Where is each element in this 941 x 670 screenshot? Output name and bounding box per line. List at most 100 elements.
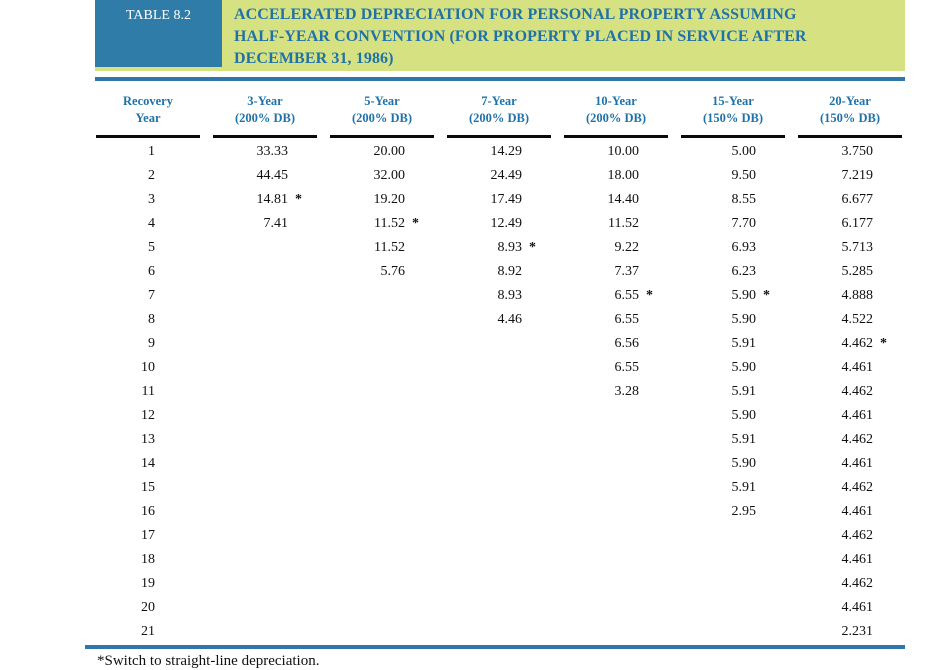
value-cell — [213, 284, 317, 308]
value-cell — [330, 332, 434, 356]
switch-marker — [756, 380, 785, 404]
column-header: 20-Year (150% DB) — [798, 91, 902, 138]
recovery-year-cell: 21 — [141, 624, 155, 639]
depreciation-table: TABLE 8.2 ACCELERATED DEPRECIATION FOR P… — [85, 0, 905, 670]
depreciation-value — [681, 572, 756, 596]
depreciation-value — [213, 308, 288, 332]
value-cell: 4.522 — [798, 308, 902, 332]
column-header: 15-Year (150% DB) — [681, 91, 785, 138]
table-row: 3 14.81 * 19.20 17.49 14.40 8.55 6.677 — [96, 188, 902, 212]
depreciation-value: 8.93 — [497, 240, 523, 255]
switch-marker: * — [880, 336, 887, 351]
recovery-year-cell: 9 — [148, 336, 155, 351]
switch-marker — [873, 380, 902, 404]
depreciation-value: 6.93 — [731, 240, 757, 255]
value-cell: 7.41 — [213, 212, 317, 236]
switch-marker — [756, 260, 785, 284]
value-cell — [681, 620, 785, 644]
value-cell: 4.462 * — [798, 332, 902, 356]
column-header: 5-Year (200% DB) — [330, 91, 434, 138]
switch-marker — [756, 596, 785, 620]
switch-marker — [288, 428, 317, 452]
switch-marker — [639, 548, 668, 572]
value-cell — [447, 572, 551, 596]
table-row: 8 4.46 6.55 5.90 4.522 — [96, 308, 902, 332]
switch-marker — [873, 548, 902, 572]
value-cell: 8.55 — [681, 188, 785, 212]
value-cell — [564, 572, 668, 596]
switch-marker — [522, 356, 551, 380]
switch-marker — [756, 476, 785, 500]
depreciation-value — [330, 572, 405, 596]
switch-marker — [288, 260, 317, 284]
recovery-year-cell: 16 — [141, 504, 155, 519]
switch-marker — [288, 524, 317, 548]
value-cell: 5.76 — [330, 260, 434, 284]
depreciation-value — [447, 404, 522, 428]
depreciation-value — [213, 356, 288, 380]
value-cell: 12.49 — [447, 212, 551, 236]
switch-marker — [873, 356, 902, 380]
depreciation-value: 14.29 — [490, 144, 523, 159]
value-cell — [213, 476, 317, 500]
recovery-year-cell: 7 — [148, 288, 155, 303]
table-row: 13 5.91 4.462 — [96, 428, 902, 452]
switch-marker — [639, 260, 668, 284]
depreciation-value — [213, 548, 288, 572]
depreciation-value — [213, 620, 288, 644]
depreciation-value: 4.461 — [841, 504, 874, 519]
value-cell — [330, 476, 434, 500]
depreciation-value — [213, 476, 288, 500]
value-cell — [564, 524, 668, 548]
value-cell: 7.37 — [564, 260, 668, 284]
recovery-year-cell: 3 — [148, 192, 155, 207]
value-cell — [681, 572, 785, 596]
switch-marker — [639, 356, 668, 380]
table-title-line: ACCELERATED DEPRECIATION FOR PERSONAL PR… — [234, 6, 797, 23]
table-row: 12 5.90 4.461 — [96, 404, 902, 428]
value-cell — [330, 572, 434, 596]
switch-marker — [756, 452, 785, 476]
switch-marker — [288, 476, 317, 500]
value-cell: 2.231 — [798, 620, 902, 644]
depreciation-value: 4.462 — [841, 336, 874, 351]
value-cell: 19.20 — [330, 188, 434, 212]
value-cell — [564, 476, 668, 500]
switch-marker — [873, 428, 902, 452]
switch-marker — [639, 524, 668, 548]
switch-marker — [522, 380, 551, 404]
switch-marker — [639, 500, 668, 524]
depreciation-value: 7.219 — [841, 168, 874, 183]
depreciation-value — [447, 548, 522, 572]
value-cell — [681, 548, 785, 572]
switch-marker — [405, 500, 434, 524]
depreciation-value: 4.461 — [841, 456, 874, 471]
switch-marker — [873, 260, 902, 284]
value-cell: 6.56 — [564, 332, 668, 356]
switch-marker — [288, 404, 317, 428]
switch-marker — [522, 188, 551, 212]
value-cell — [330, 620, 434, 644]
depreciation-value — [213, 404, 288, 428]
depreciation-value: 6.55 — [614, 312, 640, 327]
depreciation-value — [213, 428, 288, 452]
value-cell — [447, 500, 551, 524]
switch-marker — [756, 332, 785, 356]
depreciation-value: 7.70 — [731, 216, 757, 231]
switch-marker — [639, 620, 668, 644]
depreciation-value — [213, 500, 288, 524]
value-cell — [330, 380, 434, 404]
value-cell: 14.40 — [564, 188, 668, 212]
switch-marker — [405, 260, 434, 284]
switch-marker — [639, 188, 668, 212]
depreciation-value — [213, 284, 288, 308]
table-row: 16 2.95 4.461 — [96, 500, 902, 524]
depreciation-value: 6.55 — [614, 360, 640, 375]
table-row: 5 11.52 8.93 * 9.22 6.93 5.713 — [96, 236, 902, 260]
switch-marker — [522, 332, 551, 356]
switch-marker — [288, 596, 317, 620]
depreciation-value — [330, 404, 405, 428]
value-cell: 4.461 — [798, 452, 902, 476]
recovery-year-cell: 14 — [141, 456, 155, 471]
recovery-year-cell: 10 — [141, 360, 155, 375]
